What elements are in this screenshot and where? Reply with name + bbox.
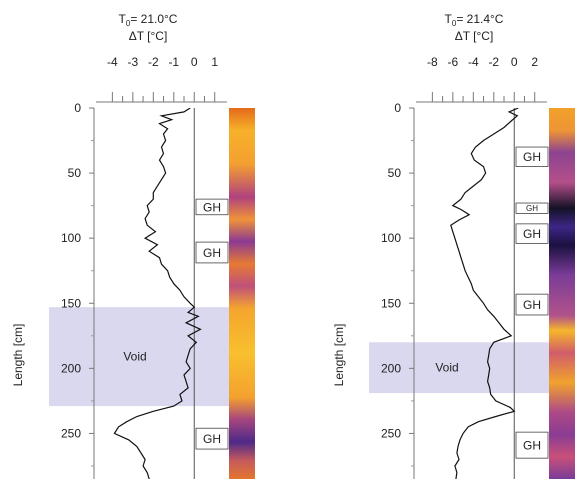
y-tick-label: 250: [381, 426, 401, 440]
gh-zone-label: GH: [203, 200, 221, 214]
x-tick-labels: -4 -3 -2 -1 0 1: [107, 55, 218, 69]
y-ticks: 0 50 100 150 200 250: [61, 101, 94, 467]
y-tick-label: 100: [61, 231, 81, 245]
gh-zone-box: [515, 146, 549, 167]
gh-zone-label: GH: [523, 227, 541, 241]
gh-zones: GH GH GH: [195, 198, 229, 450]
temperature-curve: [113, 108, 202, 479]
gh-zone-label: GH: [203, 246, 221, 260]
x-tick-label: 0: [191, 55, 198, 69]
x-tick-label: -2: [488, 55, 499, 69]
gh-zone-box: [515, 293, 549, 316]
y-tick-label: 250: [61, 426, 81, 440]
x-tick-label: -4: [107, 55, 118, 69]
delta-t-axis-title: ΔT [°C]: [129, 29, 168, 43]
gh-zone-label: GH: [203, 432, 221, 446]
temperature-profile-panel-1: T0= 21.0°C ΔT [°C] -4 -3 -2 -1 0 1 0501001502…: [11, 12, 255, 479]
x-tick-label: -2: [148, 55, 159, 69]
y-tick-label: 150: [381, 296, 401, 310]
x-tick-label: -1: [168, 55, 179, 69]
x-tick-label: 0: [511, 55, 518, 69]
delta-t-axis-title: ΔT [°C]: [455, 29, 494, 43]
x-tick-label: 1: [211, 55, 218, 69]
y-tick-label: 200: [381, 361, 401, 375]
gh-zone-label: GH: [526, 204, 538, 213]
x-tick-label: -3: [128, 55, 139, 69]
y-ticks: 0 50 100 150 200 250: [381, 101, 414, 467]
gh-zone-box: [195, 241, 229, 264]
core-image-strip: [229, 108, 255, 479]
t0-label: T0= 21.4°C: [445, 12, 504, 28]
gh-zone-box: [515, 431, 549, 459]
x-tick-label: -8: [427, 55, 438, 69]
gh-zone-box: [515, 223, 549, 244]
y-tick-label: 0: [394, 101, 401, 115]
gh-zone-label: GH: [523, 298, 541, 312]
gh-zone-box: [515, 202, 549, 214]
y-tick-label: 50: [388, 166, 402, 180]
gh-zone-label: GH: [523, 438, 541, 452]
void-label: Void: [123, 350, 146, 364]
void-band: [49, 307, 229, 407]
temperature-profile-panel-2: T0= 21.4°C ΔT [°C] -8 -6 -4 -2 0 2 0501001502…: [332, 12, 575, 479]
core-image-strip: [549, 108, 575, 479]
y-tick-label: 150: [61, 296, 81, 310]
temperature-curve: [450, 108, 519, 479]
y-tick-label: 100: [381, 231, 401, 245]
y-tick-label: 200: [61, 361, 81, 375]
gh-zone-box: [195, 427, 229, 450]
gh-zone-box: [195, 198, 229, 216]
y-tick-label: 0: [74, 101, 81, 115]
x-minor-ticks: [431, 92, 536, 102]
t0-label: T0= 21.0°C: [119, 12, 178, 28]
y-axis-label: Length [cm]: [11, 324, 25, 387]
x-tick-label: -6: [448, 55, 459, 69]
x-tick-label: 2: [531, 55, 538, 69]
y-tick-label: 50: [68, 166, 82, 180]
x-tick-labels: -8 -6 -4 -2 0 2: [427, 55, 538, 69]
gh-zones: GH GH GH GH GH: [515, 146, 549, 459]
x-minor-ticks: [111, 92, 216, 102]
y-axis-label: Length [cm]: [332, 324, 346, 387]
void-band: [369, 342, 549, 394]
x-tick-label: -4: [468, 55, 479, 69]
void-label: Void: [435, 361, 458, 375]
gh-zone-label: GH: [523, 150, 541, 164]
